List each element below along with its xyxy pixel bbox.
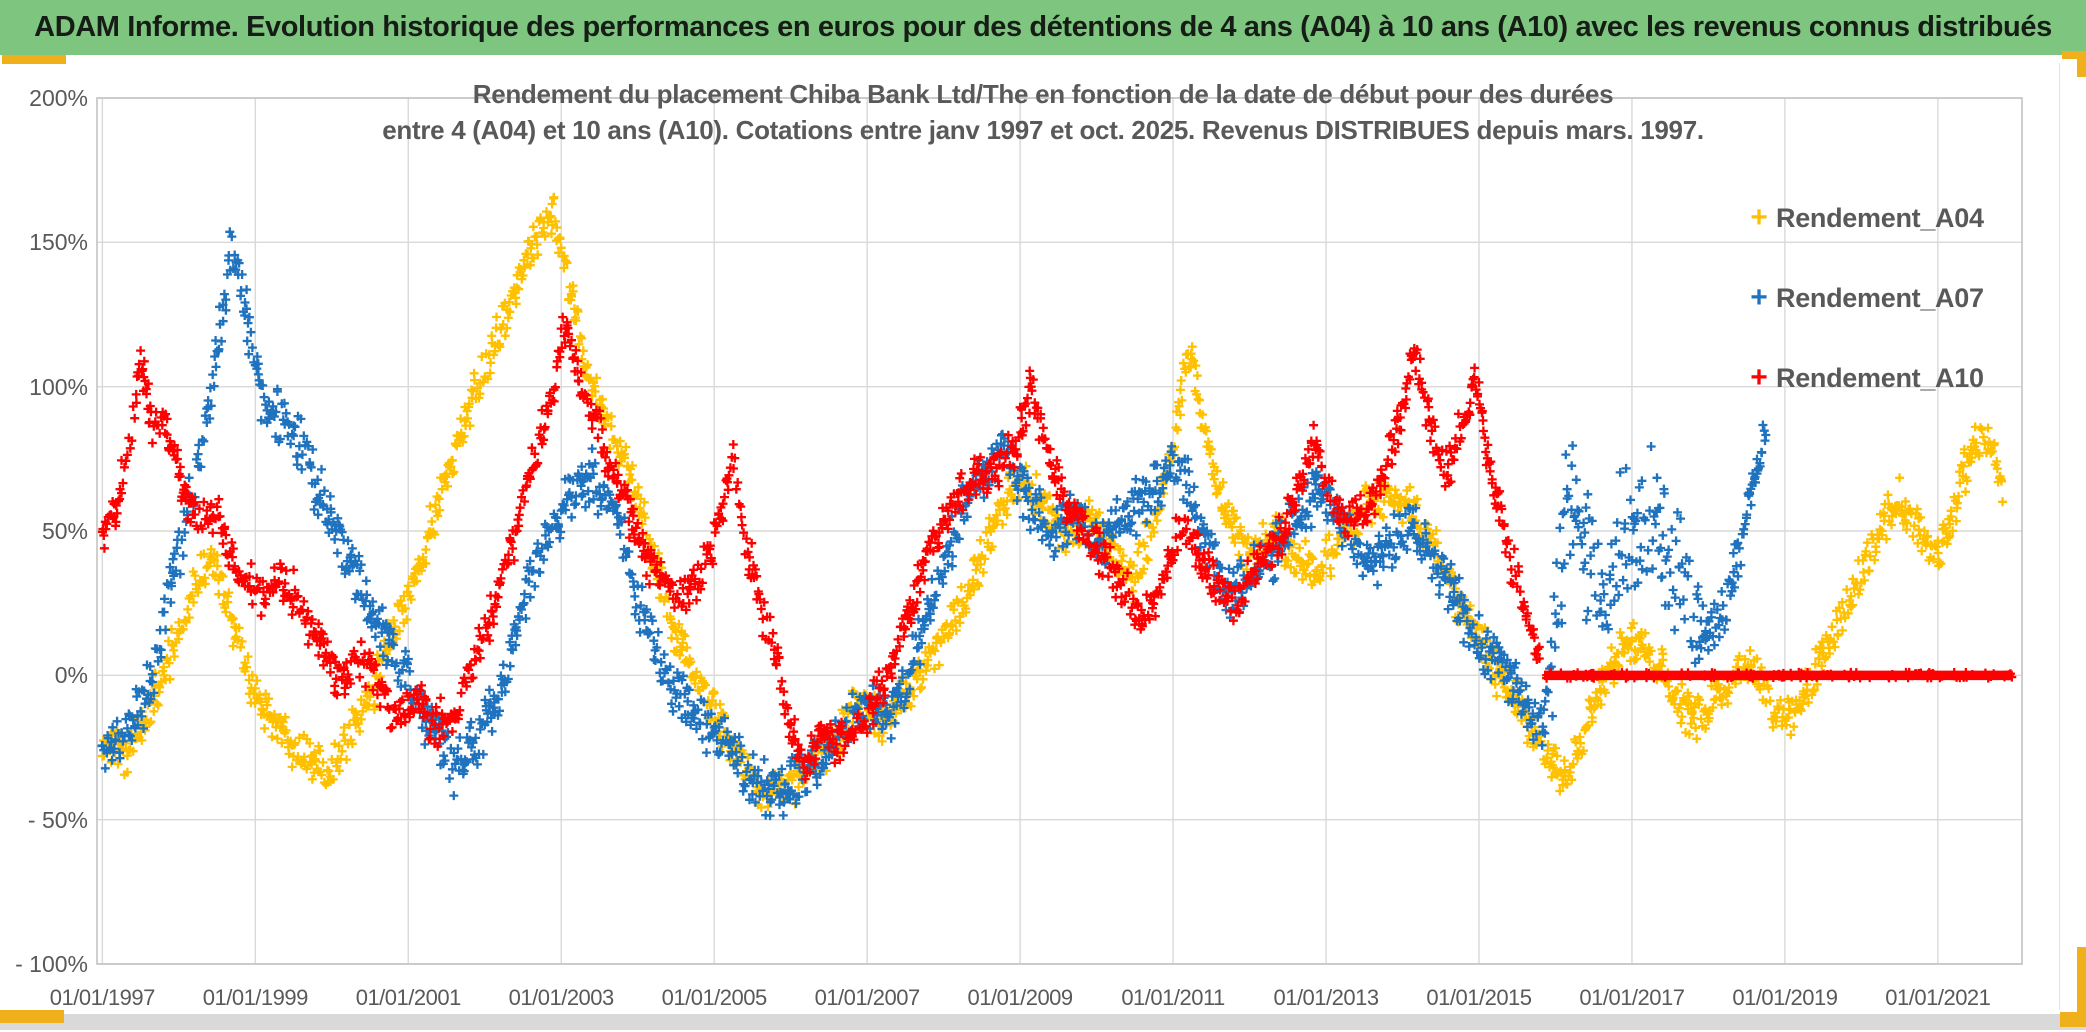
legend-item-a10[interactable]: + Rendement_A10 xyxy=(1742,360,1984,396)
x-axis-tick-label: 01/01/2011 xyxy=(1121,985,1225,1010)
x-axis-tick-label: 01/01/2019 xyxy=(1732,985,1838,1010)
y-axis-tick-label: - 100% xyxy=(15,951,88,977)
y-axis-tick-label: 0% xyxy=(54,662,88,689)
chart-legend: + Rendement_A04 + Rendement_A07 + Rendem… xyxy=(1742,200,1984,440)
x-axis-tick-label: 01/01/2007 xyxy=(814,985,921,1010)
plus-marker-icon: + xyxy=(1750,361,1768,394)
y-axis-tick-label: 150% xyxy=(29,229,88,256)
y-axis-tick-label: 50% xyxy=(41,518,88,544)
accent-bar-bottom-left xyxy=(0,1010,64,1023)
chart-title-line1: Rendement du placement Chiba Bank Ltd/Th… xyxy=(472,79,1614,109)
legend-label: Rendement_A10 xyxy=(1776,362,1984,393)
title-banner: ADAM Informe. Evolution historique des p… xyxy=(0,0,2086,55)
x-axis-tick-label: 01/01/2001 xyxy=(355,985,462,1010)
plus-marker-icon: + xyxy=(1750,201,1768,234)
x-axis-tick-label: 01/01/2021 xyxy=(1885,985,1991,1010)
x-axis-tick-label: 01/01/2009 xyxy=(967,985,1074,1010)
y-axis-tick-label: 100% xyxy=(29,373,88,400)
x-axis-tick-label: 01/01/2003 xyxy=(508,985,615,1010)
sheet-edge-strip xyxy=(0,1014,2086,1030)
chart-title: Rendement du placement Chiba Bank Ltd/Th… xyxy=(0,76,2086,148)
x-axis-tick-label: 01/01/2005 xyxy=(661,985,768,1010)
accent-bar-top-right-vertical xyxy=(2077,51,2086,77)
banner-title-text: ADAM Informe. Evolution historique des p… xyxy=(34,11,2052,43)
legend-label: Rendement_A04 xyxy=(1776,202,1984,233)
y-axis-tick-label: - 50% xyxy=(27,806,88,833)
accent-bar-top-right xyxy=(2062,51,2086,59)
legend-item-a07[interactable]: + Rendement_A07 xyxy=(1742,280,1984,316)
chart-title-line2: entre 4 (A04) et 10 ans (A10). Cotations… xyxy=(382,115,1704,145)
x-axis-tick-label: 01/01/2017 xyxy=(1579,985,1685,1010)
x-axis-tick-label: 01/01/1999 xyxy=(202,985,309,1010)
accent-bar-right-edge xyxy=(2077,947,2086,1027)
y-axis-tick-label: 200% xyxy=(29,85,88,111)
x-axis-tick-label: 01/01/1997 xyxy=(49,985,156,1010)
plus-marker-icon: + xyxy=(1750,281,1768,314)
x-axis-tick-label: 01/01/2015 xyxy=(1426,985,1532,1010)
accent-bar-top-left xyxy=(2,55,66,64)
legend-item-a04[interactable]: + Rendement_A04 xyxy=(1742,200,1984,236)
sheet-column-gridline xyxy=(2059,63,2060,1010)
x-axis-tick-label: 01/01/2013 xyxy=(1273,985,1379,1010)
legend-label: Rendement_A07 xyxy=(1776,282,1984,313)
